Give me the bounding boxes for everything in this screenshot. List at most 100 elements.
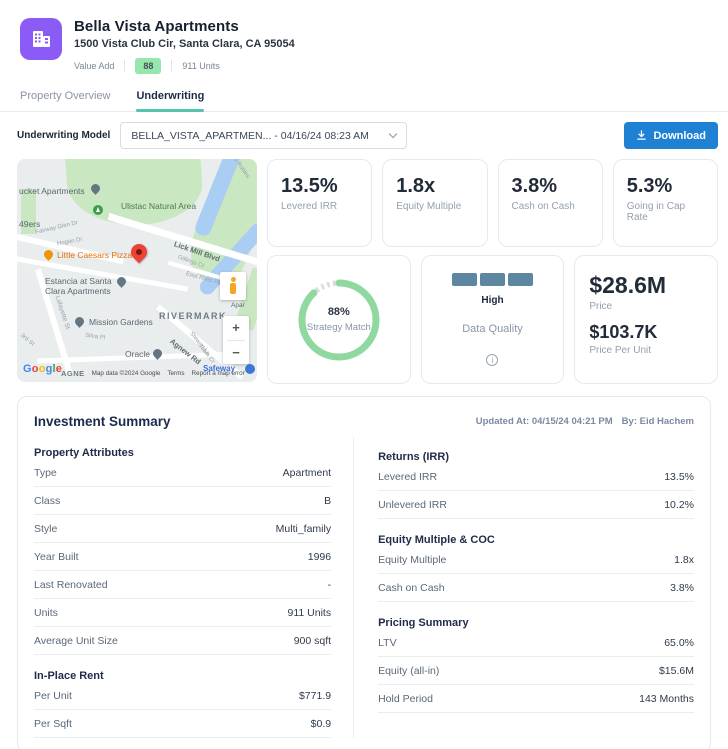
table-row: Last Renovated - <box>34 571 332 599</box>
row-label: Style <box>34 523 58 535</box>
property-address: 1500 Vista Club Cir, Santa Clara, CA 950… <box>74 38 295 50</box>
data-quality-level: High <box>481 295 504 306</box>
price-per-unit-value: $103.7K <box>589 322 658 342</box>
map-label-park-text: Ulistac Natural Area <box>121 201 197 211</box>
row-label: Unlevered IRR <box>378 499 447 511</box>
map-green-field <box>21 189 36 234</box>
divider <box>124 60 126 72</box>
map-copyright: Map data ©2024 Google <box>91 370 161 377</box>
map-attribution: AGNE Map data ©2024 Google Terms Report … <box>61 369 245 378</box>
google-logo[interactable]: Google <box>23 363 63 375</box>
kpi-label: Going in Cap Rate <box>626 201 686 223</box>
price-per-unit-label: Price Per Unit <box>589 345 652 356</box>
table-row: Year Built 1996 <box>34 543 332 571</box>
row-value: 65.0% <box>664 637 694 649</box>
map-label-estancia-1: Estancia at Santa <box>45 276 112 286</box>
map-poi-pin <box>73 315 86 328</box>
tab-property-overview[interactable]: Property Overview <box>20 90 111 102</box>
table-row: Class B <box>34 487 332 515</box>
kpi-label: Equity Multiple <box>396 201 462 212</box>
data-quality-card: High Data Quality <box>420 255 565 384</box>
property-meta: Value Add 88 911 Units <box>74 58 295 74</box>
row-label: Class <box>34 495 61 507</box>
model-select-value: BELLA_VISTA_APARTMEN... - 04/16/24 08:23… <box>131 129 369 142</box>
kpi-value: 3.8% <box>511 175 558 197</box>
map[interactable]: ucket Apartments 49ers Ulistac Natural A… <box>17 159 257 382</box>
row-label: Per Sqft <box>34 718 72 730</box>
table-row: Levered IRR 13.5% <box>378 463 694 491</box>
report-error-link[interactable]: Report a map error <box>191 370 245 377</box>
strategy-ring <box>298 279 380 360</box>
section-title-equity-coc: Equity Multiple & COC <box>378 534 495 546</box>
kpi-value: 1.8x <box>396 175 436 197</box>
map-label-mission: Mission Gardens <box>89 317 153 327</box>
pricing-card: $28.6M Price $103.7K Price Per Unit <box>574 255 718 384</box>
price-value: $28.6M <box>589 272 667 298</box>
zoom-out-button[interactable]: − <box>232 344 240 360</box>
data-quality-label: Data Quality <box>462 323 523 335</box>
row-value: 911 Units <box>287 607 332 619</box>
row-label: LTV <box>378 637 397 649</box>
strategy-match-value: 88% <box>327 306 350 318</box>
row-value: 143 Months <box>639 693 694 705</box>
divider <box>171 60 173 72</box>
terms-link[interactable]: Terms <box>167 370 185 377</box>
row-label: Last Renovated <box>34 579 108 591</box>
chevron-down-icon <box>389 129 398 139</box>
quality-bar <box>451 273 477 286</box>
summary-right-column: Returns (IRR) Levered IRR 13.5% Unlevere… <box>354 437 694 738</box>
section-title-pricing-summary: Pricing Summary <box>378 617 469 629</box>
tab-underwriting[interactable]: Underwriting <box>136 90 205 112</box>
row-label: Type <box>34 467 57 479</box>
row-value: 900 sqft <box>293 635 332 647</box>
row-label: Average Unit Size <box>34 635 118 647</box>
row-value: 1.8x <box>674 554 694 566</box>
table-row: Hold Period 143 Months <box>378 685 694 713</box>
row-value: 3.8% <box>670 582 694 594</box>
row-value: 1996 <box>307 551 332 563</box>
download-icon <box>637 130 647 140</box>
kpi-label: Cash on Cash <box>511 201 575 212</box>
strategy-match-card: 88% Strategy Match <box>267 255 411 384</box>
map-label-apartments: ucket Apartments <box>19 186 85 196</box>
underwriting-page: Bella Vista Apartments 1500 Vista Club C… <box>0 18 728 749</box>
download-label: Download <box>653 129 706 142</box>
table-row: LTV 65.0% <box>378 629 694 657</box>
map-label-safeway: Safeway <box>203 364 236 373</box>
pegman-icon <box>228 277 238 295</box>
row-value: 13.5% <box>664 471 694 483</box>
units-label: 911 Units <box>182 61 220 71</box>
quality-bars-icon <box>451 273 533 286</box>
row-label: Per Unit <box>34 690 72 702</box>
kpi-row: 13.5% Levered IRR 1.8x Equity Multiple 3… <box>267 159 718 247</box>
row-value: B <box>324 495 332 507</box>
map-pizza-pin <box>42 248 55 261</box>
building-icon <box>33 31 50 47</box>
map-zoom-control: + − <box>223 316 249 364</box>
row-label: Equity Multiple <box>378 554 447 566</box>
info-icon[interactable] <box>486 354 499 366</box>
property-header: Bella Vista Apartments 1500 Vista Club C… <box>20 18 728 74</box>
map-label-pizza: Little Caesars Pizza <box>57 250 133 260</box>
kpi-value: 13.5% <box>281 175 338 197</box>
table-row: Cash on Cash 3.8% <box>378 574 694 602</box>
row-value: $0.9 <box>310 718 332 730</box>
table-row: Per Unit $771.9 <box>34 682 332 710</box>
table-row: Unlevered IRR 10.2% <box>378 491 694 519</box>
pegman-control[interactable] <box>220 272 246 300</box>
strategy-label: Value Add <box>74 61 115 71</box>
row-value: Multi_family <box>275 523 332 535</box>
map-street-silva: Silva Pl <box>84 332 106 342</box>
map-street-fairway: Fairway Glen Dr <box>34 220 79 236</box>
zoom-in-button[interactable]: + <box>232 320 240 336</box>
map-label-apar: Apar <box>231 302 245 309</box>
table-row: Units 911 Units <box>34 599 332 627</box>
table-row: Equity Multiple 1.8x <box>378 546 694 574</box>
row-value: Apartment <box>282 467 332 479</box>
row-label: Hold Period <box>378 693 433 705</box>
model-select[interactable]: BELLA_VISTA_APARTMEN... - 04/16/24 08:23… <box>120 122 408 149</box>
updated-at: Updated At: 04/15/24 04:21 PM <box>475 416 613 427</box>
row-label: Levered IRR <box>378 471 438 483</box>
download-button[interactable]: Download <box>624 122 718 149</box>
row-value: $771.9 <box>298 690 332 702</box>
